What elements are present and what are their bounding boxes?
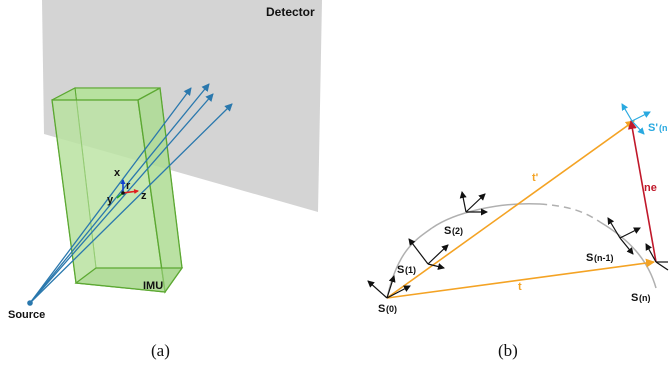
trajectory-arc-solid-mid bbox=[431, 202, 541, 229]
s1-sub: (1) bbox=[405, 265, 416, 275]
ne-label: ne bbox=[644, 182, 657, 194]
ray-3 bbox=[29, 93, 214, 304]
frame-sn1 bbox=[607, 217, 641, 255]
source-label: Source bbox=[8, 309, 45, 321]
s0-sub: (0) bbox=[386, 304, 397, 314]
frame-s0 bbox=[367, 275, 411, 299]
sn-sub: (n) bbox=[639, 293, 651, 303]
ne-vector bbox=[627, 120, 657, 263]
imu-label: IMU bbox=[143, 280, 163, 292]
s2-label: S bbox=[444, 225, 451, 237]
frame-s2 bbox=[459, 191, 488, 216]
trajectory-arc-solid-left bbox=[386, 227, 433, 299]
trajectory-arc-dashed bbox=[539, 203, 601, 223]
frame-sn bbox=[645, 243, 669, 271]
imu-frame bbox=[116, 179, 139, 199]
axis-x-label: x bbox=[114, 167, 121, 179]
panel-b: S (0) S (1) S (2) S (n-1) S (n) S' (n t'… bbox=[367, 103, 669, 360]
ray-4 bbox=[29, 103, 233, 304]
detector-label: Detector bbox=[266, 5, 315, 19]
panel-a: Detector IMU Source x r z bbox=[8, 0, 322, 360]
caption-a: (a) bbox=[151, 341, 170, 360]
ray-1 bbox=[29, 87, 192, 304]
sn1-label: S bbox=[586, 252, 593, 264]
caption-b: (b) bbox=[498, 341, 518, 360]
axis-r-label: r bbox=[126, 180, 131, 192]
sn1-sub: (n-1) bbox=[594, 253, 614, 263]
detector-plane bbox=[42, 0, 322, 212]
source-point bbox=[27, 300, 33, 306]
ray-2 bbox=[29, 83, 210, 304]
frame-sprime bbox=[621, 103, 651, 135]
trajectory-arc-solid-right bbox=[599, 221, 657, 289]
frame-s1 bbox=[408, 238, 449, 270]
s2-sub: (2) bbox=[452, 226, 463, 236]
tprime-vector bbox=[386, 120, 635, 299]
t-label: t bbox=[518, 281, 522, 293]
imu-box bbox=[51, 86, 184, 294]
sprime-sub: (n bbox=[659, 123, 668, 133]
sn-label: S bbox=[631, 292, 638, 304]
s0-label: S bbox=[378, 303, 385, 315]
s1-label: S bbox=[397, 264, 404, 276]
sprime-label: S' bbox=[648, 122, 658, 134]
axis-y-label: y bbox=[107, 194, 114, 206]
tprime-label: t' bbox=[532, 172, 539, 184]
t-vector bbox=[386, 258, 655, 299]
ray-bundle bbox=[29, 83, 233, 304]
axis-z-label: z bbox=[141, 190, 147, 202]
